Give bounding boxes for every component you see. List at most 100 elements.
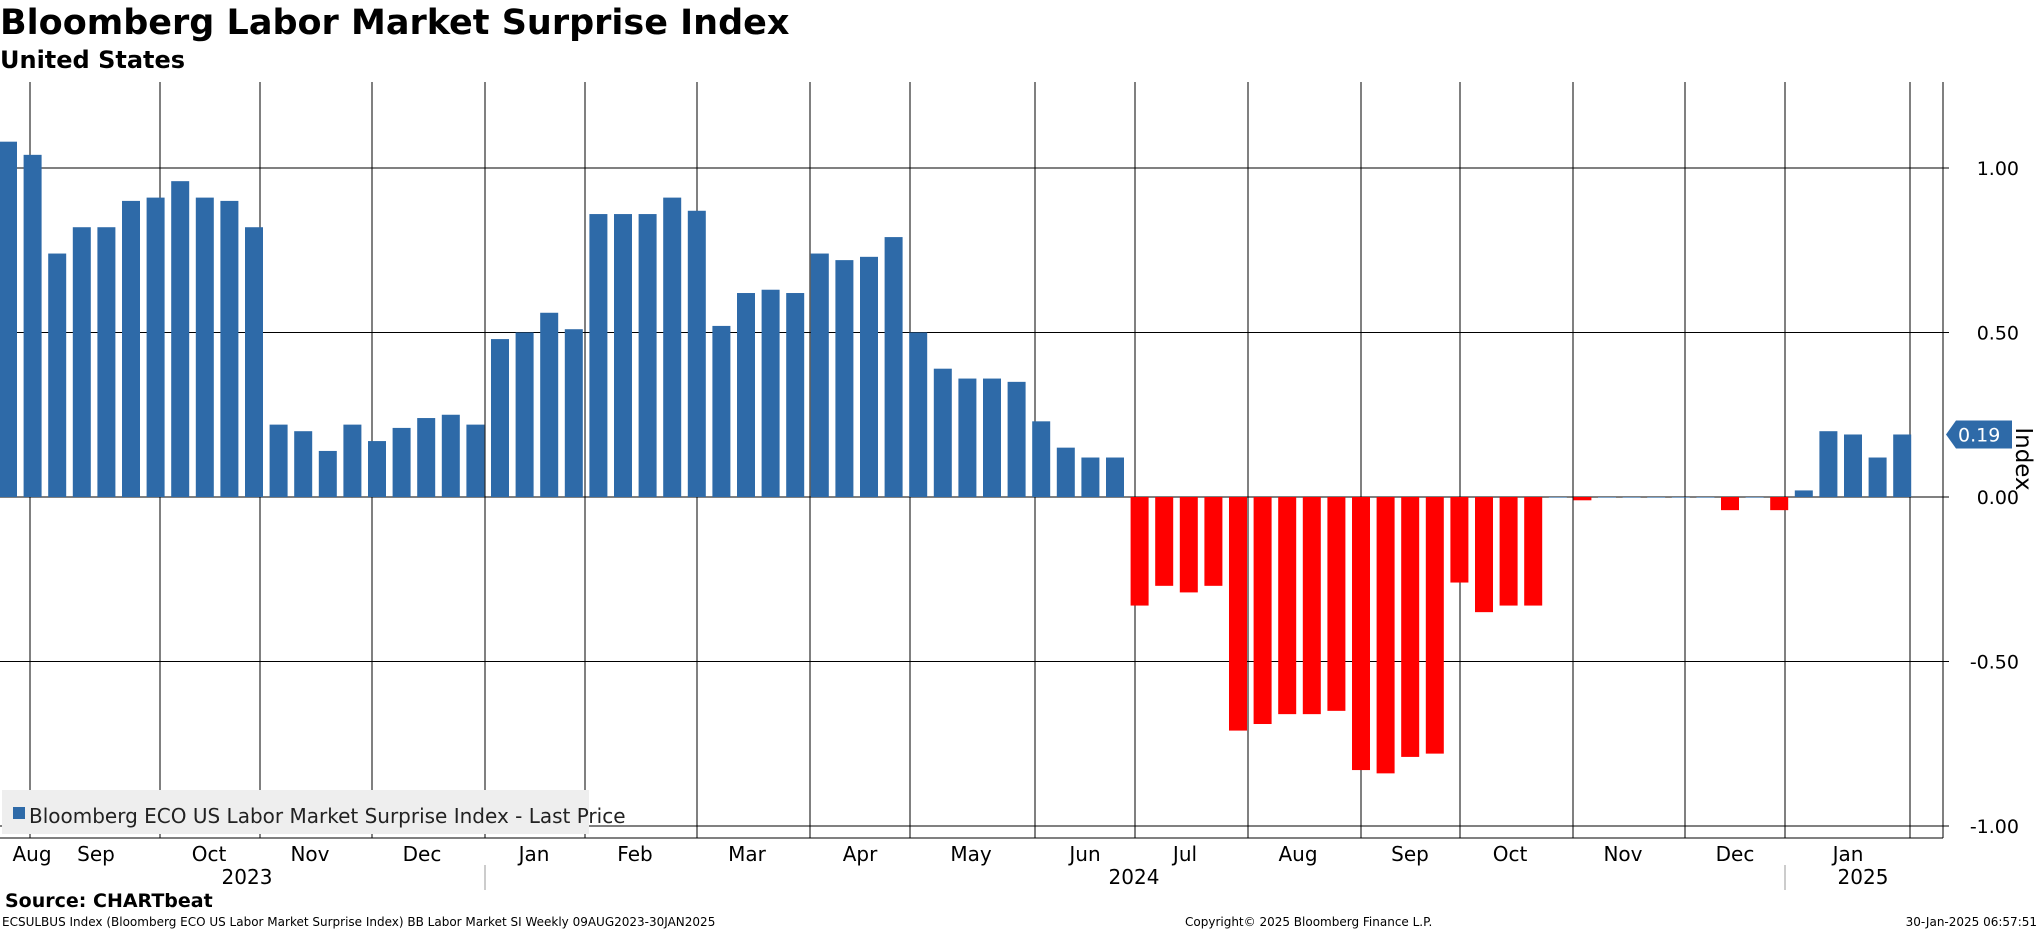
data-bar [122,200,140,497]
data-bar [1819,431,1838,497]
footer-timestamp: 30-Jan-2025 06:57:51 [1905,915,2037,929]
bar-series [0,141,1912,774]
data-bar [146,197,165,498]
data-bar [1622,497,1641,498]
x-month-label: Sep [77,842,115,866]
data-bar [1647,497,1666,498]
x-year-label: 2024 [1109,865,1160,889]
y-tick-label: -1.00 [1970,816,2019,838]
footer-ticker-info: ECSULBUS Index (Bloomberg ECO US Labor M… [2,915,716,929]
footer-copyright: Copyright© 2025 Bloomberg Finance L.P. [1185,915,1433,929]
data-bar [1352,497,1370,771]
data-bar [1548,497,1567,498]
data-bar [1721,497,1739,511]
data-bar [1253,497,1272,725]
data-bar [1229,497,1247,731]
data-bar [1696,497,1715,498]
legend-box [2,790,589,834]
data-bar [1155,497,1174,586]
x-month-label: Sep [1391,842,1429,866]
data-bar [1401,497,1420,757]
data-bar [1032,421,1051,497]
x-month-label: Oct [1493,842,1528,866]
data-bar [1056,447,1075,497]
data-bar [1376,497,1395,774]
data-bar [909,332,928,497]
data-bar [1450,497,1469,583]
x-month-label: Jan [517,842,550,866]
data-bar [294,431,313,497]
data-bar [245,227,263,497]
x-axis: Aug Sep Oct Nov Dec Jan Feb Mar Apr May Jun Jul Aug S… [12,842,1888,890]
data-bar [1425,497,1444,754]
data-bar [687,210,706,497]
data-bar [638,214,657,497]
data-bar [1130,497,1149,606]
data-bar [1598,497,1616,498]
data-bar [1893,434,1912,497]
data-bar [663,197,682,498]
data-bar [737,293,755,497]
y-axis-label: Index [2010,427,2036,490]
y-tick-label: 1.00 [1977,158,2019,180]
x-year-label: 2023 [222,865,273,889]
data-bar [712,325,731,497]
data-bar [48,253,67,497]
data-bar [1081,457,1100,497]
x-year-label: 2025 [1838,865,1889,889]
x-month-label: Feb [617,842,652,866]
legend-swatch [13,807,25,819]
data-bar [1671,497,1690,498]
bar-chart: 1.00 0.50 0.00 -0.50 -1.00 Aug Sep Oct Nov Dec Ja… [0,82,2036,890]
data-bar [23,154,42,497]
data-bar [540,312,559,497]
x-month-label: Jul [1171,842,1197,866]
data-bar [933,368,952,497]
data-bar [97,227,116,497]
data-bar [1524,497,1543,606]
data-bar [466,424,485,497]
data-bar [220,200,239,497]
x-month-label: Oct [192,842,227,866]
data-bar [368,441,386,497]
data-bar [1302,497,1321,715]
data-bar [72,227,91,497]
data-bar [786,293,805,497]
data-bar [810,253,829,497]
data-bar [835,260,854,497]
data-bar [1007,381,1026,497]
data-bar [860,256,878,497]
data-bar [564,329,583,497]
data-bar [1499,497,1518,606]
x-month-label: Jan [1831,842,1864,866]
data-bar [1868,457,1887,497]
data-bar [958,378,977,497]
data-bar [884,237,903,497]
data-bar [1278,497,1297,715]
data-bar [614,214,632,497]
data-bar [343,424,362,497]
x-month-label: Dec [1716,842,1755,866]
x-month-label: Aug [12,842,51,866]
data-bar [441,414,460,497]
last-value-marker: 0.19 [1946,420,2012,449]
x-month-label: Apr [843,842,878,866]
x-month-label: Nov [1603,842,1642,866]
y-tick-label: 0.50 [1977,323,2019,345]
x-month-label: May [950,842,992,866]
x-month-label: Dec [403,842,442,866]
x-month-label: Nov [290,842,329,866]
data-bar [1475,497,1493,613]
source-note: Source: CHARTbeat [5,890,213,912]
x-month-label: Jun [1067,842,1100,866]
data-bar [318,450,337,497]
data-bar [761,289,780,497]
data-bar [1844,434,1862,497]
data-bar [1106,457,1124,497]
y-tick-label: 0.00 [1977,487,2019,509]
chart-subtitle: United States [0,46,186,74]
data-bar [491,339,509,497]
data-bar [1770,497,1789,511]
legend: Bloomberg ECO US Labor Market Surprise I… [2,790,626,834]
data-bar [1573,497,1592,501]
